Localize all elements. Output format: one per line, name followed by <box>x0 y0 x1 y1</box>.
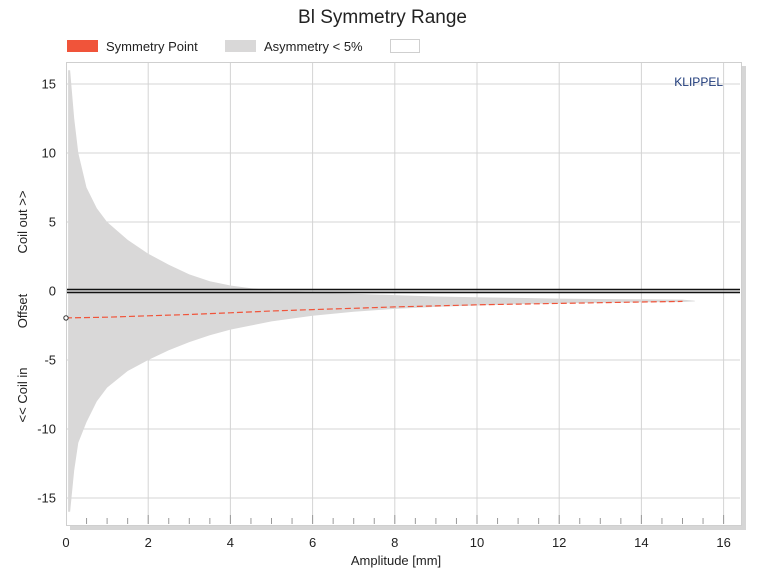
symmetry-point-line <box>63 300 683 321</box>
y-axis-title-offset: Offset <box>15 293 30 328</box>
asymmetry-area <box>68 70 695 512</box>
legend-swatch-asymmetry <box>225 40 256 52</box>
y-tick-label-15: 15 <box>42 77 56 92</box>
y-tick-label--15: -15 <box>37 491 56 506</box>
x-tick-label-8: 8 <box>391 535 398 550</box>
x-tick-label-10: 10 <box>470 535 484 550</box>
x-tick-label-2: 2 <box>145 535 152 550</box>
x-tick-label-0: 0 <box>62 535 69 550</box>
legend-swatch-symmetry-point <box>67 40 98 52</box>
asymmetry-band <box>68 70 695 512</box>
legend-swatch-empty <box>390 39 420 53</box>
y-tick-label-0: 0 <box>49 284 56 299</box>
brand-label: KLIPPEL <box>674 75 723 89</box>
legend-item-empty <box>390 37 428 55</box>
x-tick-label-14: 14 <box>634 535 648 550</box>
y-tick-labels: -15 -10 -5 0 5 10 15 <box>37 77 56 506</box>
symmetry-point-series <box>65 300 683 319</box>
y-tick-label-5: 5 <box>49 215 56 230</box>
x-tick-labels: 0 2 4 6 8 10 12 14 16 <box>62 535 730 550</box>
zero-reference-line <box>67 288 740 294</box>
plot-shadow-bottom <box>70 526 746 530</box>
symmetry-point-start-marker <box>63 315 69 321</box>
y-axis-title-coil-in: << Coil in <box>15 368 30 423</box>
legend-item-symmetry-point: Symmetry Point <box>67 37 198 55</box>
legend-label-asymmetry: Asymmetry < 5% <box>264 38 363 54</box>
plot-shadow-right <box>742 66 746 530</box>
legend-item-asymmetry: Asymmetry < 5% <box>225 37 363 55</box>
x-tick-label-16: 16 <box>716 535 730 550</box>
legend-label-symmetry-point: Symmetry Point <box>106 38 198 54</box>
x-tick-label-4: 4 <box>227 535 234 550</box>
x-tick-label-12: 12 <box>552 535 566 550</box>
x-axis-title: Amplitude [mm] <box>351 553 441 568</box>
y-tick-label-10: 10 <box>42 146 56 161</box>
x-tick-label-6: 6 <box>309 535 316 550</box>
y-axis-title-coil-out: Coil out >> <box>15 191 30 254</box>
chart-title: Bl Symmetry Range <box>298 7 467 28</box>
plot-frame <box>66 62 742 526</box>
minor-ticks <box>86 515 725 524</box>
y-tick-label--5: -5 <box>44 353 56 368</box>
y-tick-label--10: -10 <box>37 422 56 437</box>
